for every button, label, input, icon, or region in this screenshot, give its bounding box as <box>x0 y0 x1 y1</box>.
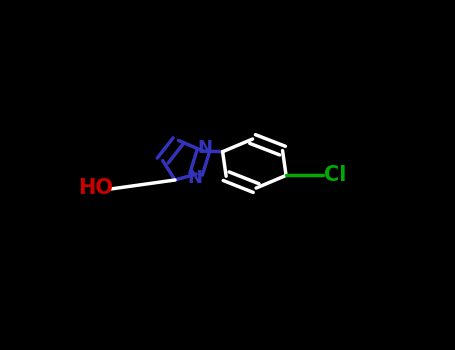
Text: N: N <box>187 169 202 187</box>
Text: Cl: Cl <box>324 166 347 186</box>
Text: N: N <box>197 139 212 157</box>
Text: HO: HO <box>78 177 113 197</box>
